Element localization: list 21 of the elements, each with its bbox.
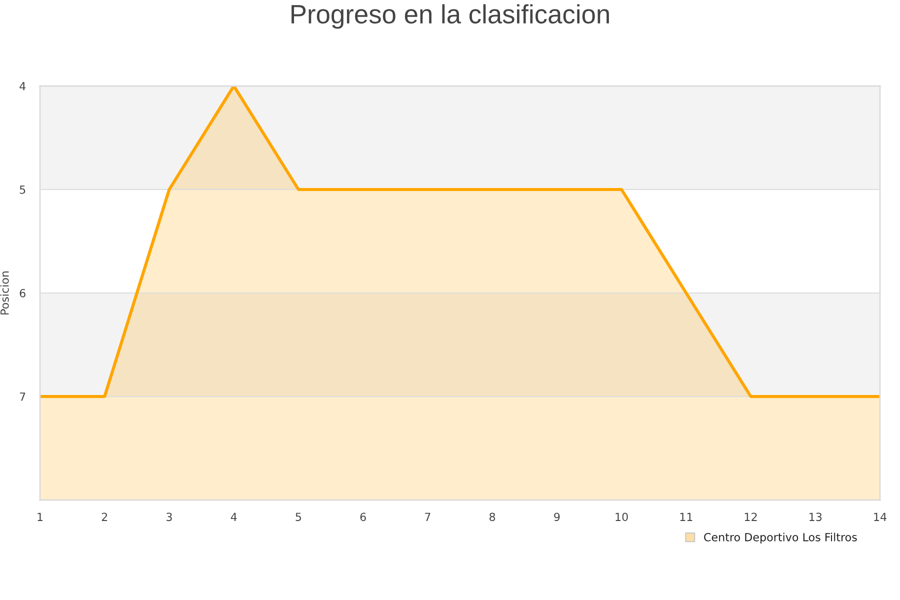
x-tick-label: 3	[166, 512, 172, 522]
x-tick-label: 10	[616, 512, 628, 522]
x-tick-label: 1	[38, 512, 43, 521]
legend-label: Centro Deportivo Los Filtros	[704, 532, 857, 544]
x-tick-label: 12	[744, 512, 757, 521]
x-tick-label: 9	[554, 512, 560, 522]
y-axis-title: Posicion	[0, 271, 9, 314]
y-tick-label: 6	[20, 288, 26, 298]
x-tick-label: 8	[490, 512, 496, 522]
y-tick-label: 4	[20, 82, 26, 90]
x-tick-label: 11	[680, 512, 692, 521]
y-tick-label: 7	[20, 392, 26, 401]
y-tick-label: 5	[20, 186, 26, 194]
x-tick-label: 7	[425, 512, 430, 521]
x-tick-label: 5	[296, 512, 302, 522]
chart-title: Progreso en la clasificacion	[292, 4, 609, 29]
x-tick-label: 14	[874, 512, 886, 521]
x-tick-label: 2	[102, 512, 108, 521]
x-tick-label: 4	[230, 512, 237, 521]
x-tick-label: 6	[360, 512, 366, 522]
x-tick-label: 13	[810, 512, 822, 522]
